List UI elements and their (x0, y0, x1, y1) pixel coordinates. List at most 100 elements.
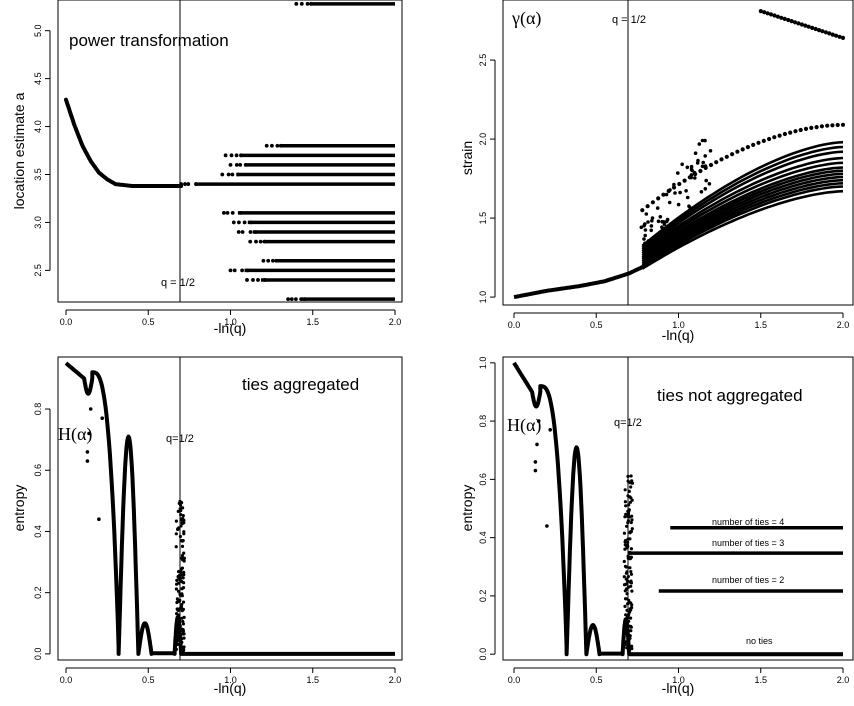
y-tick-label: 1.0 (478, 291, 488, 304)
entropy-cluster-point (182, 581, 186, 585)
entropy-cluster-point (630, 644, 634, 648)
entropy-scatter-point (533, 460, 538, 464)
strain-top-point (772, 13, 777, 18)
strain-upper-point (782, 131, 788, 137)
band-point (264, 143, 269, 148)
band-point (238, 210, 243, 215)
strain-fan-curve (641, 161, 844, 255)
entropy-cluster-point (624, 565, 628, 569)
band-point (262, 239, 267, 244)
annotation-ties-aggregated: ties aggregated (242, 375, 359, 394)
entropy-cluster-point (181, 619, 185, 624)
strain-scatter-point (693, 151, 698, 155)
entropy-cluster-point (625, 524, 629, 528)
entropy-cluster-point (628, 647, 633, 651)
plot-frame (57, 0, 403, 303)
strain-top-point (827, 31, 832, 36)
strain-top-point (775, 14, 781, 19)
entropy-cluster-point (179, 524, 183, 528)
band-point (230, 172, 235, 177)
strain-scatter-point (684, 189, 688, 193)
strain-upper-point (803, 126, 809, 131)
strain-upper-point (740, 147, 745, 152)
strain-upper-point (767, 136, 772, 142)
entropy-cluster-point (629, 629, 633, 633)
x-tick-label: 1.0 (672, 320, 685, 330)
entropy-cluster-point (624, 512, 628, 516)
entropy-cluster-point (623, 539, 628, 543)
band-point (262, 278, 267, 282)
strain-top-point (792, 20, 798, 25)
band-point (275, 143, 280, 148)
entropy-cluster-point (180, 573, 184, 577)
strain-upper-point (756, 140, 761, 145)
entropy-cluster-point (180, 544, 185, 549)
entropy-cluster-point (625, 587, 629, 591)
y-tick-label: 4.5 (33, 72, 43, 85)
strain-scatter-point (703, 154, 707, 158)
strain-top-point (789, 19, 794, 24)
strain-scatter-point (642, 223, 646, 228)
band-point (231, 220, 236, 225)
data-points (512, 361, 843, 657)
strain-upper-point (671, 185, 677, 190)
strain-top-point (810, 25, 815, 30)
entropy-cluster-point (182, 521, 186, 525)
strain-scatter-point (643, 241, 647, 246)
band-point (261, 258, 266, 263)
entropy-cluster-point (176, 608, 180, 613)
x-axis-label: -ln(q) (662, 327, 695, 343)
panel-ties-not-aggregated: -ln(q) entropy ties not aggregated H(α) … (459, 356, 854, 696)
plot-frame (57, 356, 403, 661)
entropy-cluster-point (182, 632, 186, 636)
entropy-cluster-point (625, 608, 629, 612)
data-points (64, 1, 395, 302)
entropy-cluster-point (175, 600, 179, 605)
band-point (270, 143, 274, 148)
y-tick-label: 0.2 (33, 586, 43, 599)
entropy-cluster-point (627, 619, 631, 623)
entropy-cluster-point (179, 513, 183, 517)
band-point (245, 278, 249, 282)
entropy-cluster-point (182, 636, 186, 640)
strain-top-point (796, 21, 801, 26)
x-tick-label: 1.0 (224, 675, 237, 685)
band-point (234, 163, 239, 167)
strain-fan-curve (641, 178, 844, 265)
y-tick-label: 4.0 (33, 120, 43, 133)
strain-top-point (803, 23, 808, 28)
strain-upper-point (693, 172, 698, 177)
y-tick-label: 1.5 (478, 212, 488, 225)
strain-top-point (799, 22, 805, 27)
strain-scatter-point (665, 219, 669, 224)
strain-fan-curve (641, 169, 844, 259)
annotation-ties-2: number of ties = 2 (712, 575, 784, 585)
annotation-q-half: q = 1/2 (161, 277, 195, 289)
entropy-cluster-point (175, 597, 179, 601)
strain-upper-point (719, 157, 724, 162)
entropy-cluster-point (181, 607, 185, 612)
y-tick-label: 0.6 (478, 473, 488, 486)
x-tick-label: 0.5 (142, 675, 155, 685)
entropy-cluster-point (181, 622, 185, 626)
strain-upper-point (724, 154, 729, 159)
entropy-cluster-point (628, 515, 632, 519)
band-point (228, 268, 233, 273)
x-tick-label: 1.0 (672, 675, 685, 685)
strain-base-curve (513, 263, 647, 300)
y-tick-label: 0.6 (33, 464, 43, 477)
strain-scatter-point (700, 164, 705, 169)
strain-scatter-point (648, 252, 653, 256)
x-tick-label: 1.5 (754, 320, 767, 330)
band-point (243, 163, 248, 167)
strain-upper-point (708, 162, 714, 168)
entropy-scatter-point (87, 431, 91, 436)
band-2.4 (245, 278, 395, 282)
band-point (236, 230, 241, 234)
entropy-cluster-point (626, 519, 631, 523)
strain-top-point (830, 32, 835, 37)
entropy-cluster-point (181, 514, 185, 518)
band-2.5 (228, 268, 395, 273)
strain-top-point (840, 35, 846, 41)
entropy-scatter-point (536, 419, 541, 423)
